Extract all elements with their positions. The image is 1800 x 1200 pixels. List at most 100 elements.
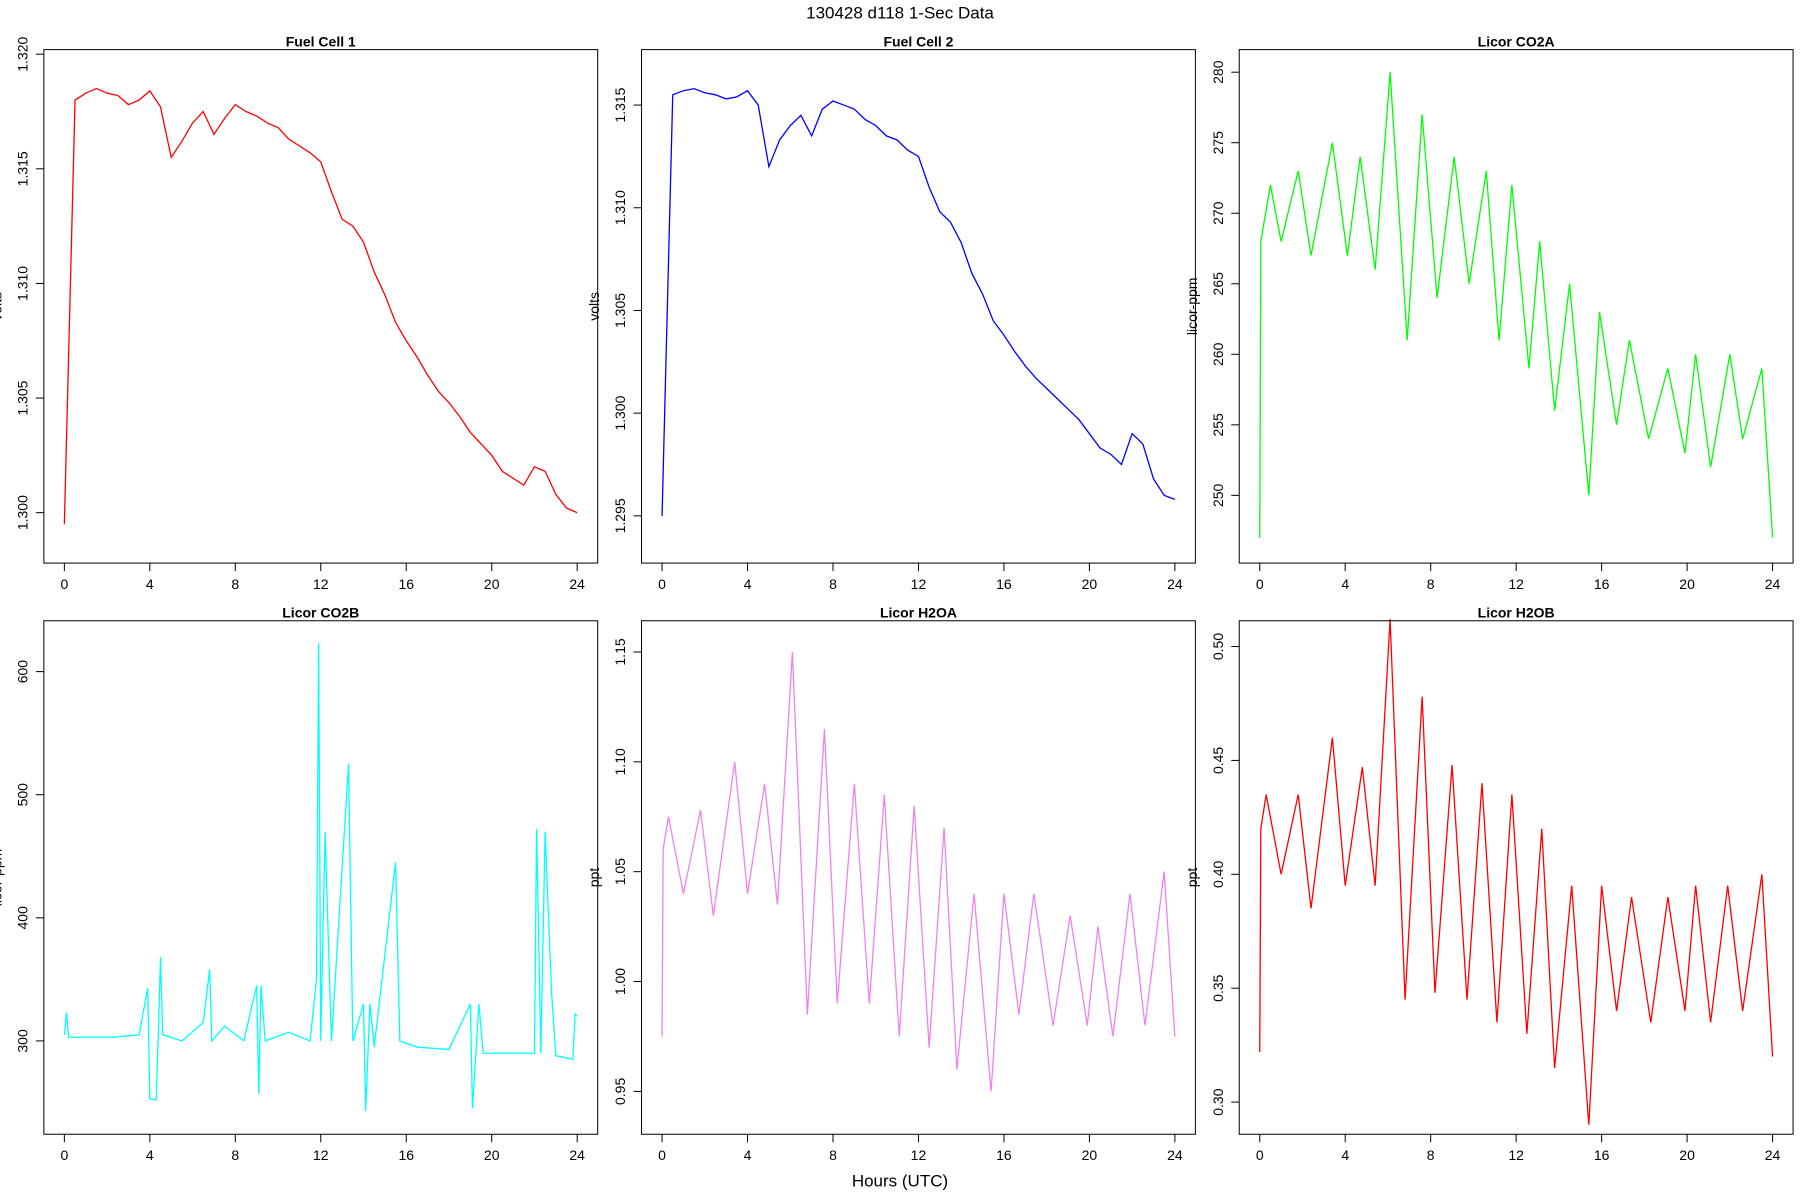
x-tick-label: 24 [1167,576,1183,592]
x-axis-label: Hours (UTC) [852,1171,948,1190]
x-tick-label: 20 [484,576,500,592]
y-tick-label: 0.30 [1210,1088,1226,1115]
x-tick-label: 12 [1508,1147,1524,1163]
figure-title: 130428 d118 1-Sec Data [806,3,994,22]
panel-title: Fuel Cell 1 [286,33,356,49]
y-tick-label: 300 [15,1029,31,1053]
y-tick-label: 280 [1210,60,1226,84]
y-tick-label: 1.315 [612,87,628,122]
data-line [1259,619,1774,1125]
data-line [661,87,1176,516]
y-axis-label: licor-ppm [1184,278,1200,336]
y-tick-label: 1.300 [15,495,31,530]
y-tick-label: 1.295 [612,498,628,533]
x-tick-label: 0 [658,1147,666,1163]
panel-title: Licor CO2A [1478,33,1555,49]
y-tick-label: 1.320 [15,36,31,71]
y-tick-label: 0.45 [1210,747,1226,774]
y-tick-label: 270 [1210,201,1226,225]
y-tick-label: 1.10 [612,748,628,775]
y-tick-label: 250 [1210,483,1226,507]
y-tick-label: 1.310 [612,190,628,225]
y-tick-label: 0.35 [1210,974,1226,1001]
plot-frame [1238,620,1794,1135]
y-axis-label: volts [586,292,602,321]
x-tick-label: 8 [231,1147,239,1163]
x-tick-label: 8 [829,1147,837,1163]
x-tick-label: 20 [1082,576,1098,592]
x-tick-label: 0 [1256,576,1264,592]
x-tick-label: 12 [911,1147,927,1163]
x-tick-label: 16 [996,576,1012,592]
x-tick-label: 20 [1679,1147,1695,1163]
y-axis-label: ppt [1184,868,1200,888]
plot-frame [1238,49,1794,564]
x-tick-label: 16 [996,1147,1012,1163]
x-tick-label: 8 [231,576,239,592]
x-tick-label: 4 [744,576,752,592]
x-tick-label: 20 [1082,1147,1098,1163]
x-tick-label: 8 [829,576,837,592]
y-tick-label: 500 [15,783,31,807]
plot-frame [641,49,1196,564]
x-tick-label: 16 [398,1147,414,1163]
y-axis-label: licor-ppm [0,849,5,907]
y-tick-label: 260 [1210,342,1226,366]
data-line [63,643,578,1112]
y-tick-label: 0.95 [612,1078,628,1105]
data-line [1259,72,1774,538]
y-tick-label: 275 [1210,131,1226,155]
y-tick-label: 1.315 [15,151,31,186]
data-line [63,87,578,525]
x-tick-label: 20 [1679,576,1695,592]
panel-title: Licor H2OA [880,604,957,620]
panel-title: Fuel Cell 2 [883,33,953,49]
y-tick-label: 1.300 [612,395,628,430]
y-tick-label: 1.305 [15,380,31,415]
y-tick-label: 1.05 [612,858,628,885]
x-tick-label: 24 [1765,1147,1781,1163]
y-tick-label: 0.50 [1210,633,1226,660]
panel-title: Licor CO2B [282,604,359,620]
x-tick-label: 4 [744,1147,752,1163]
x-tick-label: 4 [146,1147,154,1163]
data-line [661,651,1176,1092]
x-tick-label: 24 [569,576,585,592]
y-tick-label: 1.00 [612,968,628,995]
x-tick-label: 4 [146,576,154,592]
x-tick-label: 12 [313,1147,329,1163]
x-tick-label: 24 [1765,576,1781,592]
x-tick-label: 4 [1341,576,1349,592]
x-tick-label: 24 [1167,1147,1183,1163]
x-tick-label: 8 [1427,1147,1435,1163]
y-tick-label: 0.40 [1210,860,1226,887]
x-tick-label: 0 [1256,1147,1264,1163]
x-tick-label: 8 [1427,576,1435,592]
y-tick-label: 1.15 [612,638,628,665]
x-tick-label: 16 [1594,1147,1610,1163]
x-tick-label: 12 [911,576,927,592]
y-tick-label: 1.305 [612,293,628,328]
x-tick-label: 16 [398,576,414,592]
x-tick-label: 12 [1508,576,1524,592]
x-tick-label: 24 [569,1147,585,1163]
plot-frame [43,49,599,564]
y-tick-label: 265 [1210,272,1226,296]
y-tick-label: 400 [15,906,31,930]
y-tick-label: 600 [15,660,31,684]
plot-frame [641,620,1196,1135]
x-tick-label: 20 [484,1147,500,1163]
y-tick-label: 1.310 [15,266,31,301]
panel-title: Licor H2OB [1478,604,1555,620]
x-tick-label: 0 [658,576,666,592]
x-tick-label: 12 [313,576,329,592]
x-tick-label: 4 [1341,1147,1349,1163]
plot-frame [43,620,599,1135]
x-tick-label: 0 [60,576,68,592]
y-axis-label: volts [0,292,5,321]
y-tick-label: 255 [1210,413,1226,437]
y-axis-label: ppt [586,868,602,888]
x-tick-label: 0 [60,1147,68,1163]
x-tick-label: 16 [1594,576,1610,592]
